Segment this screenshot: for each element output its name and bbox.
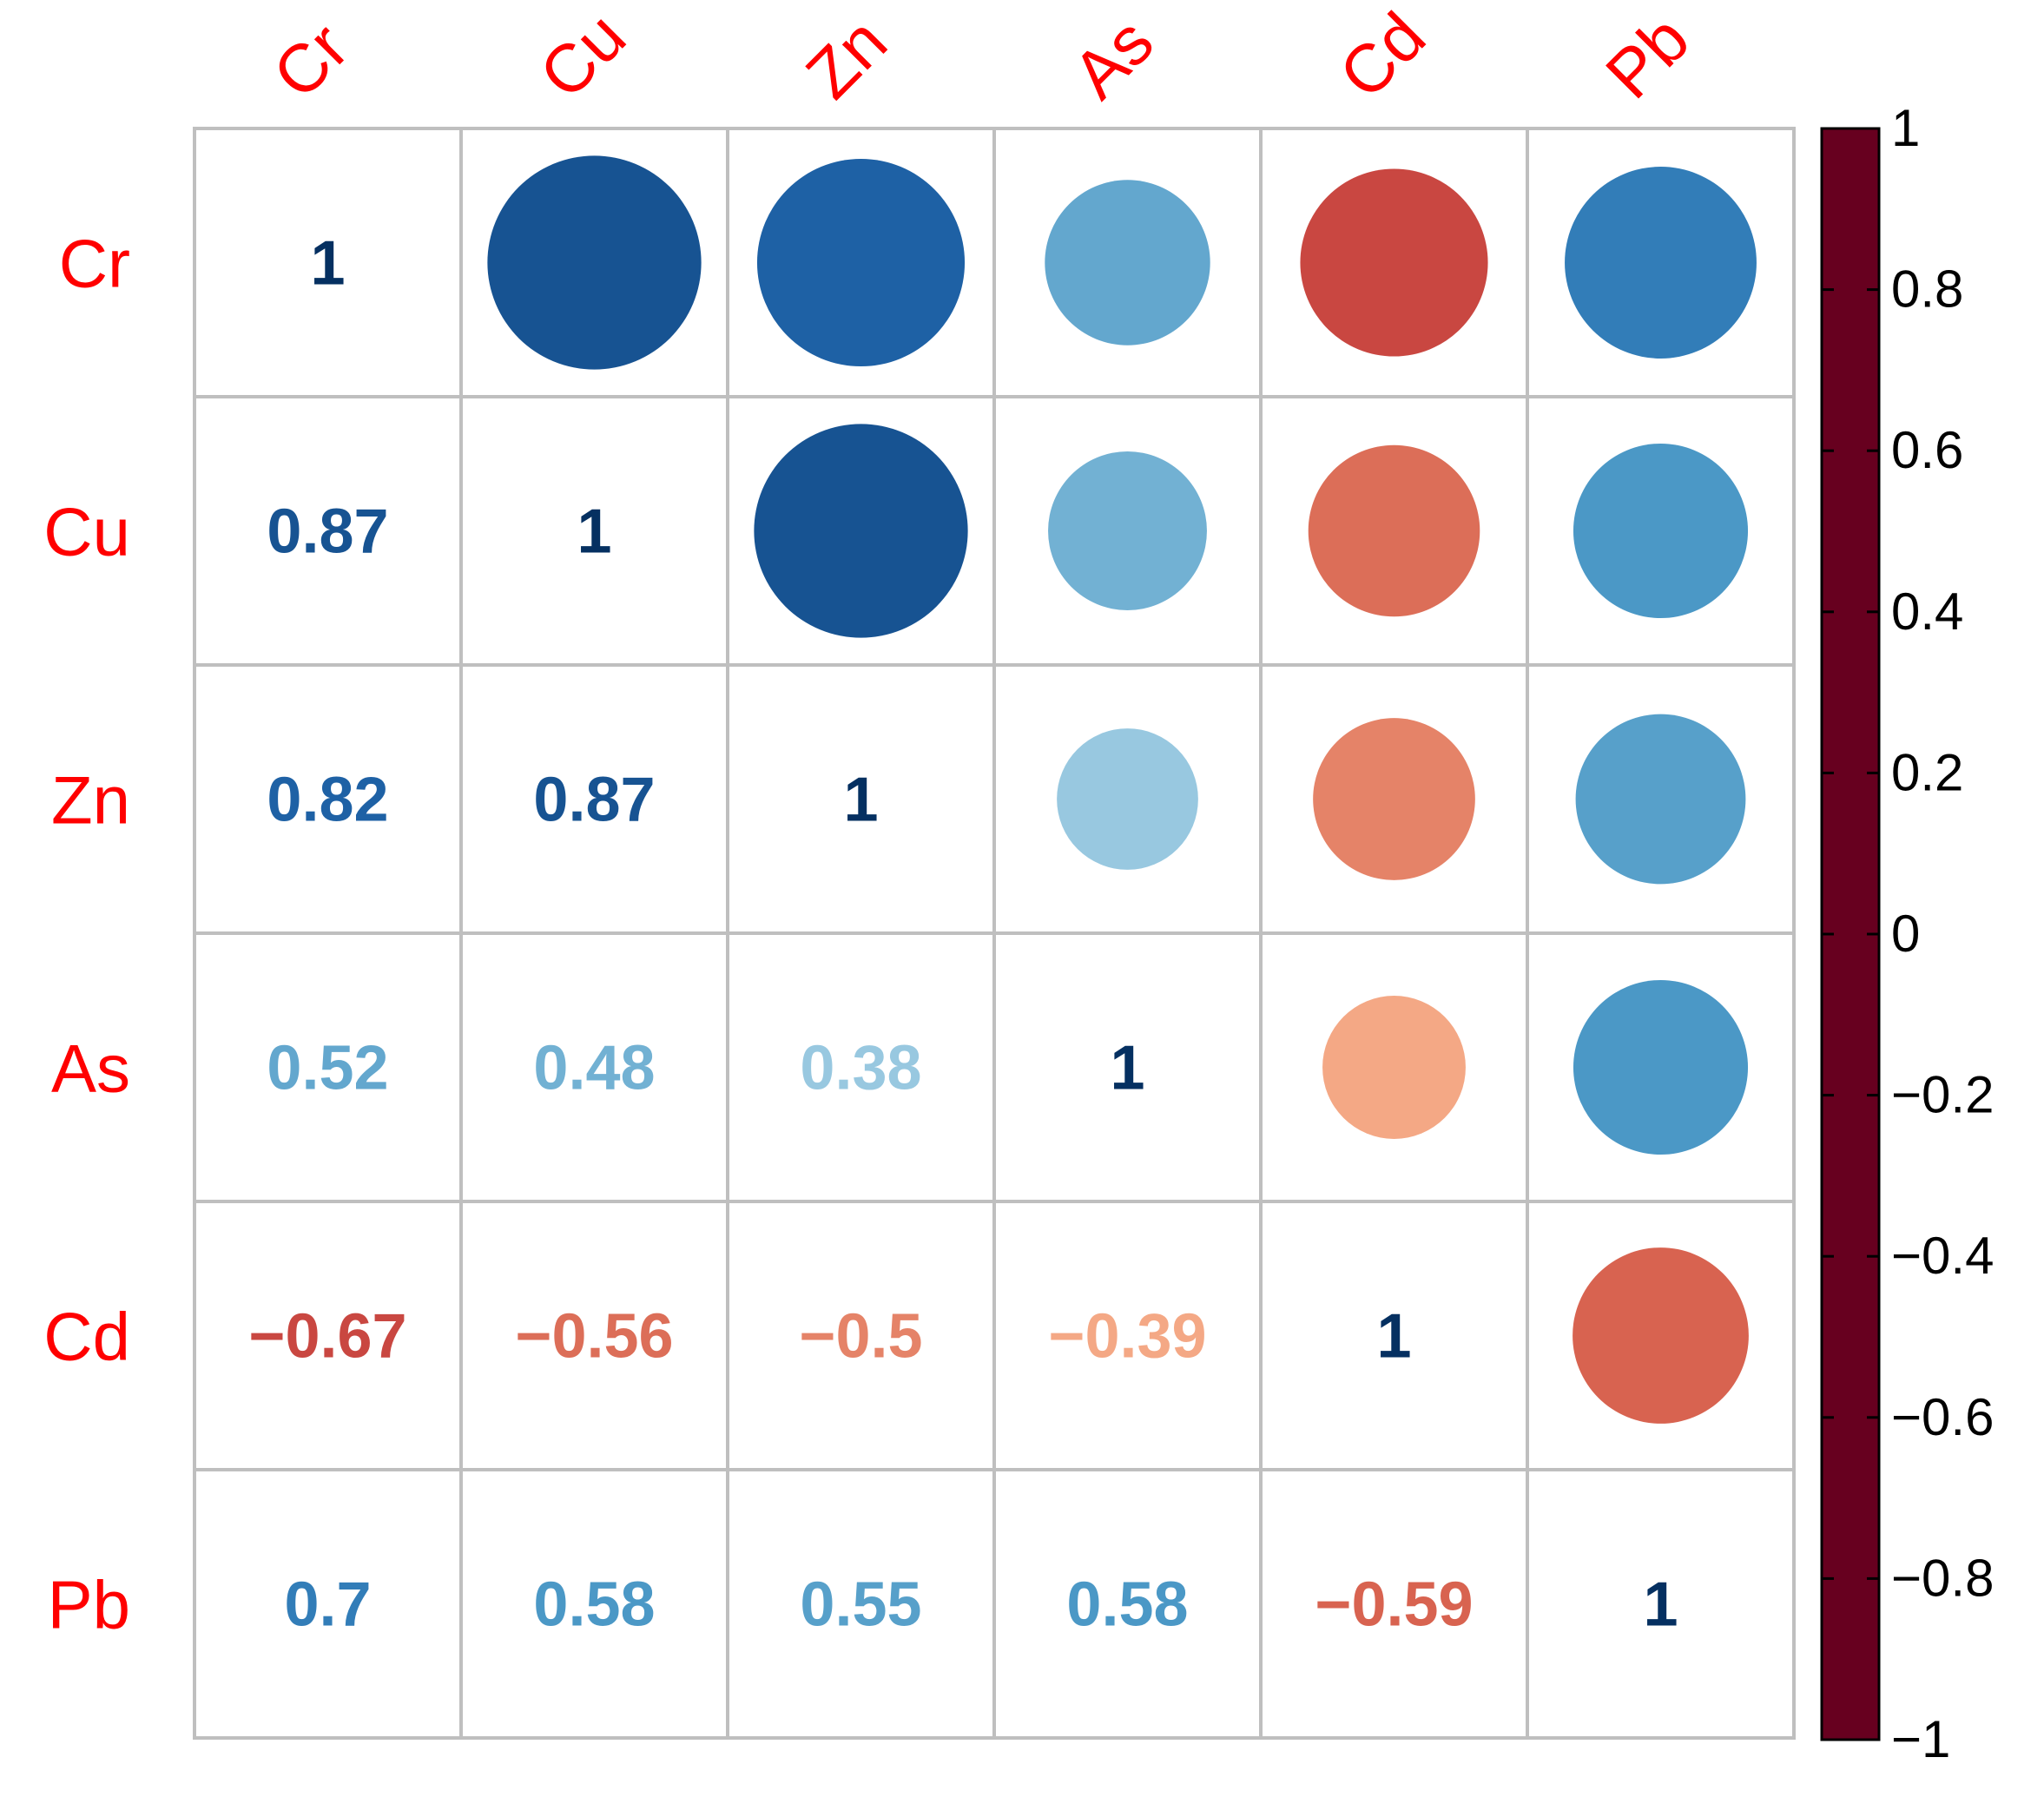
grid-cell-Pb-Cr [193,1468,463,1740]
circle-Cu-Cd [1308,444,1480,617]
circle-As-Pb [1573,979,1749,1155]
colorbar-tick-label: −0.4 [1891,1227,1994,1285]
correlation-circles [487,155,1757,1424]
value-Cd-As: −0.39 [1048,1302,1206,1372]
row-label-As: As [51,1030,130,1107]
value-Pb-Zn: 0.55 [800,1570,921,1640]
value-Cd-Zn: −0.5 [799,1302,922,1372]
column-label-Cd: Cd [1324,0,1440,113]
circle-Cu-Pb [1573,443,1749,619]
circle-Cu-As [1048,451,1207,610]
value-Pb-Cu: 0.58 [533,1570,655,1640]
circle-Zn-As [1057,728,1198,870]
grid-cell-As-Zn [726,931,996,1203]
circle-Cr-Cu [487,155,702,370]
value-Cu-Cr: 0.87 [267,497,388,567]
colorbar-tick-label: −0.2 [1891,1066,1994,1124]
grid-cell-Pb-Cd [1259,1468,1529,1740]
grid-cell-As-Cr [193,931,463,1203]
circle-Zn-Pb [1575,714,1746,885]
circle-As-Cd [1322,996,1466,1139]
circle-Cr-Cd [1300,168,1488,357]
colorbar-tick-label: 0.4 [1891,582,1963,641]
colorbar-tick-label: −0.6 [1891,1388,1994,1446]
colorbar-tick-label: 0.8 [1891,260,1963,319]
row-label-Cd: Cd [43,1299,130,1375]
circle-Cr-As [1045,180,1210,346]
value-Pb-Pb: 1 [1643,1570,1678,1640]
circle-Cd-Pb [1573,1247,1749,1424]
value-Cd-Cd: 1 [1376,1302,1411,1372]
value-As-Zn: 0.38 [800,1034,921,1103]
value-Zn-Cu: 0.87 [533,766,655,835]
row-label-Cu: Cu [43,494,130,570]
grid-cell-Zn-Cu [459,663,729,935]
value-As-Cr: 0.52 [267,1034,388,1103]
grid-cell-Cd-Cr [193,1200,463,1471]
matrix-grid [193,127,1796,1740]
colorbar-tick-label: 0 [1891,905,1920,963]
column-label-Pb: Pb [1591,0,1704,113]
row-label-Cr: Cr [59,226,130,302]
column-label-Cu: Cu [524,0,640,113]
value-Pb-Cr: 0.7 [284,1570,371,1640]
colorbar-tick-label: −0.8 [1891,1549,1994,1607]
row-label-Zn: Zn [51,762,130,839]
grid-cell-Cd-As [992,1200,1263,1471]
circle-Zn-Cd [1313,718,1475,880]
grid-cell-Cd-Cd [1259,1200,1529,1471]
circle-Cr-Zn [756,158,966,367]
circle-Cu-Zn [754,424,968,638]
grid-cell-Cu-Cu [459,395,729,667]
colorbar: 1 0.8 0.6 0.4 0.2 0 −0.2 −0.4 −0.6 −0.8 −1 [1820,99,1994,1768]
value-Cd-Cu: −0.56 [515,1302,673,1372]
circle-Cr-Pb [1565,167,1757,359]
grid-cell-Cr-Cr [193,127,463,398]
grid-cell-Pb-As [992,1468,1263,1740]
value-As-Cu: 0.48 [533,1034,655,1103]
value-Zn-Cr: 0.82 [267,766,388,835]
value-Pb-Cd: −0.59 [1315,1570,1473,1640]
colorbar-tick-label: 0.6 [1891,421,1963,479]
column-labels: Cr Cu Zn As Cd Pb [258,0,1704,113]
column-label-Zn: Zn [791,3,901,113]
grid-cell-As-As [992,931,1263,1203]
grid-cell-Pb-Pb [1526,1468,1796,1740]
grid-cell-As-Cu [459,931,729,1203]
value-Pb-As: 0.58 [1066,1570,1188,1640]
row-label-Pb: Pb [48,1567,130,1643]
correlation-numbers: 1 0.87 1 0.82 0.87 1 0.52 0.48 0.38 1 −0.67 −0.56 −0… [248,229,1678,1640]
value-Cd-Cr: −0.67 [248,1302,406,1372]
value-Zn-Zn: 1 [843,766,878,835]
value-As-As: 1 [1110,1034,1144,1103]
value-Cr-Cr: 1 [310,229,345,299]
value-Cu-Cu: 1 [577,497,611,567]
grid-cell-Zn-Cr [193,663,463,935]
row-labels: Cr Cu Zn As Cd Pb [43,226,130,1643]
colorbar-tick-label: 1 [1891,99,1920,157]
grid-cell-Cd-Zn [726,1200,996,1471]
column-label-Cr: Cr [258,9,362,113]
column-label-As: As [1058,3,1168,113]
colorbar-tick-label: −1 [1891,1710,1950,1768]
colorbar-tick-label: 0.2 [1891,743,1963,801]
